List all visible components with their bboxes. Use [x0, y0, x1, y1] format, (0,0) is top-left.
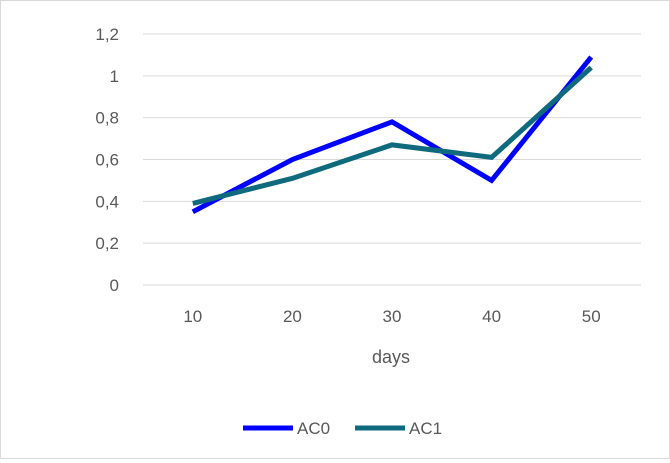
y-tick-label: 1,2: [95, 25, 119, 44]
x-tick-label: 10: [183, 307, 202, 326]
series-lines: [191, 55, 594, 215]
y-tick-labels: 0 0,2 0,4 0,6 0,8 1 1,2: [95, 25, 119, 295]
y-tick-label: 0,6: [95, 151, 119, 170]
series-line-ac0: [191, 55, 594, 215]
gridlines: [143, 33, 641, 286]
legend-label-ac1: AC1: [409, 419, 442, 438]
x-axis-label: days: [372, 347, 410, 367]
x-tick-label: 50: [582, 307, 601, 326]
y-tick-label: 0,2: [95, 234, 119, 253]
legend-label-ac0: AC0: [297, 419, 330, 438]
y-tick-label: 0,4: [95, 192, 119, 211]
y-tick-label: 0: [110, 276, 119, 295]
series-line-ac1: [192, 65, 593, 206]
x-tick-label: 40: [482, 307, 501, 326]
x-tick-labels: 10 20 30 40 50: [183, 307, 600, 326]
y-tick-label: 1: [110, 67, 119, 86]
legend: AC0 AC1: [243, 419, 442, 438]
x-tick-label: 20: [283, 307, 302, 326]
y-tick-label: 0,8: [95, 109, 119, 128]
x-tick-label: 30: [383, 307, 402, 326]
